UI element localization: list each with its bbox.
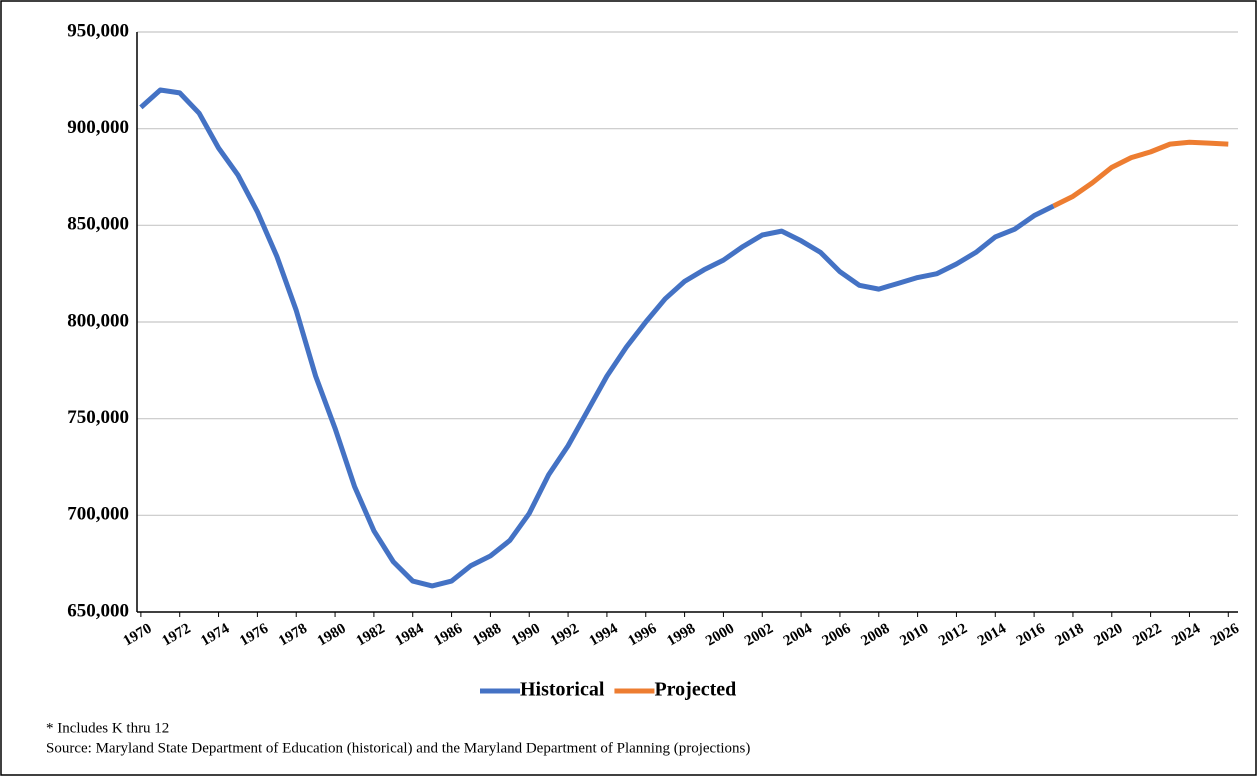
x-tick-label: 1996 [625, 620, 659, 649]
y-tick-label: 950,000 [67, 20, 129, 41]
y-tick-label: 650,000 [67, 600, 129, 621]
x-tick-label: 2024 [1169, 620, 1203, 649]
legend-label: Historical [520, 679, 605, 701]
x-tick-label: 1974 [198, 620, 232, 649]
x-tick-label: 1994 [587, 620, 621, 649]
y-tick-label: 800,000 [67, 310, 129, 331]
source-note: Source: Maryland State Department of Edu… [46, 740, 750, 756]
x-tick-label: 2014 [975, 620, 1009, 649]
series-line [139, 87, 1055, 589]
x-tick-label: 2010 [897, 621, 931, 650]
x-tick-label: 2022 [1130, 621, 1164, 650]
x-tick-label: 1988 [470, 621, 504, 650]
x-tick-label: 1980 [315, 621, 349, 650]
x-tick-label: 1984 [392, 620, 426, 649]
series-line [1052, 139, 1229, 209]
y-tick-label: 850,000 [67, 214, 129, 235]
x-tick-label: 1970 [121, 621, 155, 650]
x-tick-label: 1976 [237, 620, 271, 649]
x-tick-label: 1990 [509, 621, 543, 650]
x-tick-label: 2002 [742, 621, 776, 650]
x-tick-label: 2006 [820, 620, 854, 649]
x-tick-label: 2000 [703, 621, 737, 650]
footnote: * Includes K thru 12 [46, 720, 169, 736]
x-tick-label: 2020 [1092, 621, 1126, 650]
y-tick-label: 750,000 [67, 407, 129, 428]
x-tick-label: 2004 [781, 620, 815, 649]
legend-label: Projected [654, 679, 736, 701]
x-tick-label: 2012 [936, 621, 970, 650]
x-tick-label: 1992 [548, 621, 582, 650]
x-tick-label: 2018 [1053, 621, 1087, 650]
x-tick-label: 1998 [664, 621, 698, 650]
x-tick-label: 1972 [159, 621, 193, 650]
y-tick-label: 900,000 [67, 117, 129, 138]
x-tick-label: 2026 [1208, 620, 1242, 649]
x-tick-label: 2008 [859, 621, 893, 650]
x-tick-label: 1978 [276, 621, 310, 650]
x-tick-label: 1982 [354, 621, 388, 650]
x-tick-label: 1986 [431, 620, 465, 649]
y-tick-label: 700,000 [67, 504, 129, 525]
x-tick-label: 2016 [1014, 620, 1048, 649]
